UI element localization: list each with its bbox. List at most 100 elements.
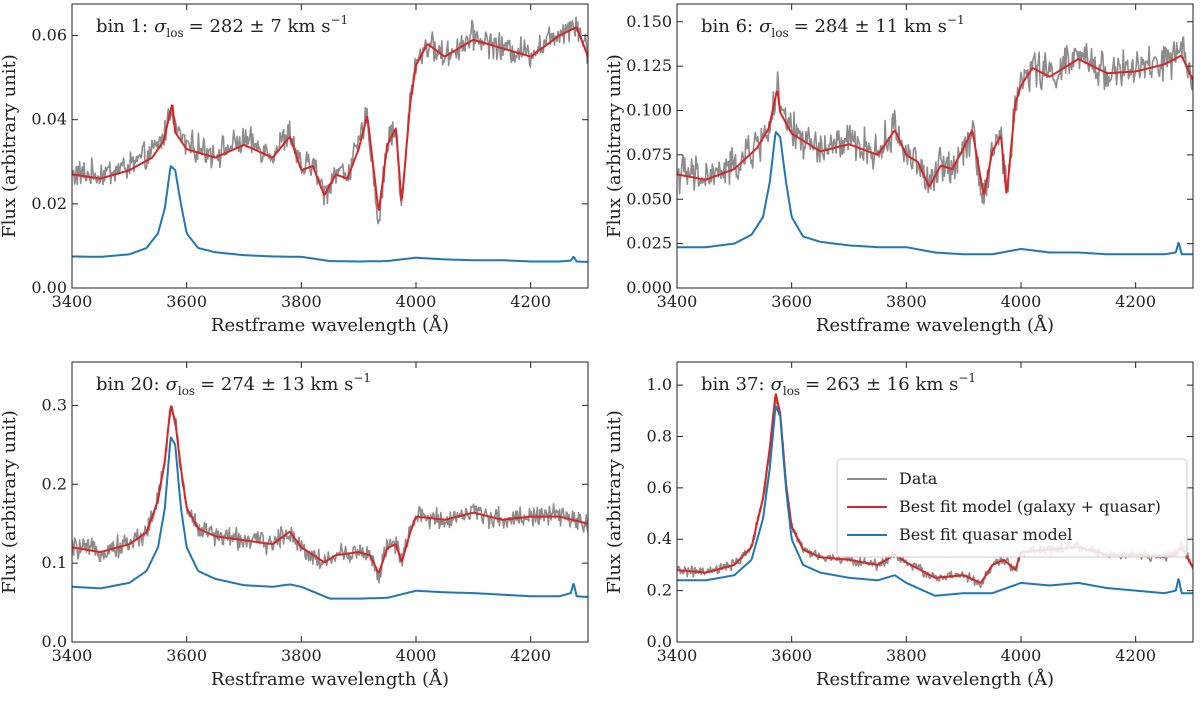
plot-area: [72, 405, 588, 600]
panel-title: bin 37: σlos = 263 ± 16 km s−1: [701, 371, 976, 398]
panel-title-prefix: bin 6:: [701, 16, 753, 37]
x-tick-label: 4000: [1001, 292, 1042, 311]
series-line-best-fit-model-galaxy-quasar: [72, 26, 588, 211]
legend-box: [836, 458, 1188, 558]
panel-title: bin 6: σlos = 284 ± 11 km s−1: [701, 13, 965, 40]
sigma-symbol: σ: [759, 16, 772, 37]
sigma-exponent: −1: [947, 13, 965, 27]
series-line-best-fit-quasar-model: [72, 165, 588, 263]
y-tick-label: 0.0: [42, 632, 67, 651]
sigma-subscript: los: [771, 26, 788, 40]
x-tick-label: 3400: [657, 646, 698, 665]
y-tick-label: 0.050: [626, 189, 672, 208]
y-tick-label: 0.2: [647, 581, 672, 600]
x-tick-label: 4200: [510, 292, 551, 311]
legend-label: Data: [899, 469, 938, 488]
x-axis-label: Restframe wavelength (Å): [211, 314, 449, 336]
sigma-value: = 263 ± 16 km s: [805, 374, 958, 395]
sigma-symbol: σ: [166, 374, 179, 395]
x-tick-label: 4000: [396, 292, 437, 311]
legend-label: Best fit quasar model: [899, 525, 1072, 544]
x-tick-label: 3400: [52, 646, 93, 665]
x-tick-label: 3600: [166, 292, 207, 311]
y-tick-label: 0.04: [31, 110, 67, 129]
series-line-best-fit-quasar-model: [677, 131, 1193, 256]
series-line-data: [677, 36, 1193, 205]
x-axis-label: Restframe wavelength (Å): [816, 314, 1054, 336]
series-line-best-fit-quasar-model: [677, 405, 1193, 597]
sigma-symbol: σ: [771, 374, 784, 395]
sigma-value: = 284 ± 11 km s: [794, 16, 947, 37]
panel-title-prefix: bin 37:: [701, 374, 765, 395]
y-tick-label: 0.00: [31, 278, 67, 297]
plot-area: [72, 16, 588, 263]
sigma-exponent: −1: [330, 13, 348, 27]
axes-frame: [71, 3, 589, 289]
x-tick-label: 3400: [657, 292, 698, 311]
y-tick-label: 0.8: [647, 426, 672, 445]
x-tick-label: 3800: [281, 646, 322, 665]
chart-panel-3: 3400 3600 3800 4000 4200 0.0 0.1 0.2 0.3 Restfram…: [0, 361, 589, 690]
y-tick-label: 0.3: [42, 395, 67, 414]
y-tick-label: 0.025: [626, 234, 672, 253]
y-tick-label: 0.125: [626, 56, 672, 75]
x-tick-label: 3800: [886, 292, 927, 311]
x-tick-label: 3600: [771, 292, 812, 311]
chart-panel-4: 3400 3600 3800 4000 4200 0.0 0.2 0.4 0.6 0.8 1.0 Re…: [604, 361, 1194, 690]
series-line-best-fit-model-galaxy-quasar: [72, 405, 588, 574]
y-tick-label: 0.06: [31, 26, 67, 45]
x-tick-label: 4200: [1115, 646, 1156, 665]
x-tick-label: 3800: [281, 292, 322, 311]
y-tick-label: 0.6: [647, 478, 672, 497]
y-tick-label: 0.000: [626, 278, 672, 297]
sigma-symbol: σ: [154, 16, 167, 37]
x-tick-label: 4000: [1001, 646, 1042, 665]
x-tick-label: 3600: [166, 646, 207, 665]
y-axis-label: Flux (arbitrary unit): [604, 54, 625, 238]
y-axis-label: Flux (arbitrary unit): [0, 54, 20, 238]
panel-title: bin 1: σlos = 282 ± 7 km s−1: [96, 13, 348, 40]
y-tick-label: 1.0: [647, 375, 672, 394]
y-tick-label: 0.150: [626, 12, 672, 31]
y-tick-label: 0.100: [626, 101, 672, 120]
chart-panel-1: 3400 3600 3800 4000 4200 0.00 0.02 0.04 0.06 Rest…: [0, 3, 589, 336]
sigma-exponent: −1: [958, 371, 976, 385]
axes-frame: [676, 361, 1194, 643]
x-axis-label: Restframe wavelength (Å): [211, 668, 449, 690]
panel-title-prefix: bin 20:: [96, 374, 160, 395]
panel-title-prefix: bin 1:: [96, 16, 148, 37]
x-tick-label: 3600: [771, 646, 812, 665]
axes-frame: [71, 361, 589, 643]
y-tick-label: 0.02: [31, 194, 67, 213]
sigma-subscript: los: [166, 26, 183, 40]
y-axis-label: Flux (arbitrary unit): [0, 410, 20, 594]
sigma-value: = 282 ± 7 km s: [189, 16, 331, 37]
series-line-best-fit-model-galaxy-quasar: [677, 54, 1193, 196]
chart-panel-2: 3400 3600 3800 4000 4200 0.000 0.025 0.050 0.075…: [604, 3, 1194, 336]
legend-label: Best fit model (galaxy + quasar): [899, 497, 1161, 516]
x-tick-label: 3400: [52, 292, 93, 311]
legend: Data Best fit model (galaxy + quasar) Best…: [836, 458, 1188, 558]
sigma-subscript: los: [178, 384, 195, 398]
x-axis-label: Restframe wavelength (Å): [816, 668, 1054, 690]
series-line-best-fit-quasar-model: [72, 436, 588, 600]
sigma-subscript: los: [783, 384, 800, 398]
y-tick-label: 0.1: [42, 553, 67, 572]
plot-area: [677, 36, 1193, 256]
x-tick-label: 4000: [396, 646, 437, 665]
series-line-data: [72, 16, 588, 225]
axes-frame: [676, 3, 1194, 289]
panel-title: bin 20: σlos = 274 ± 13 km s−1: [96, 371, 371, 398]
x-tick-label: 4200: [510, 646, 551, 665]
x-tick-label: 3800: [886, 646, 927, 665]
y-axis-label: Flux (arbitrary unit): [604, 410, 625, 594]
y-tick-label: 0.2: [42, 474, 67, 493]
y-tick-label: 0.075: [626, 145, 672, 164]
sigma-value: = 274 ± 13 km s: [200, 374, 353, 395]
series-line-data: [72, 405, 588, 584]
y-tick-label: 0.0: [647, 632, 672, 651]
sigma-exponent: −1: [353, 371, 371, 385]
y-tick-label: 0.4: [647, 529, 672, 548]
x-tick-label: 4200: [1115, 292, 1156, 311]
